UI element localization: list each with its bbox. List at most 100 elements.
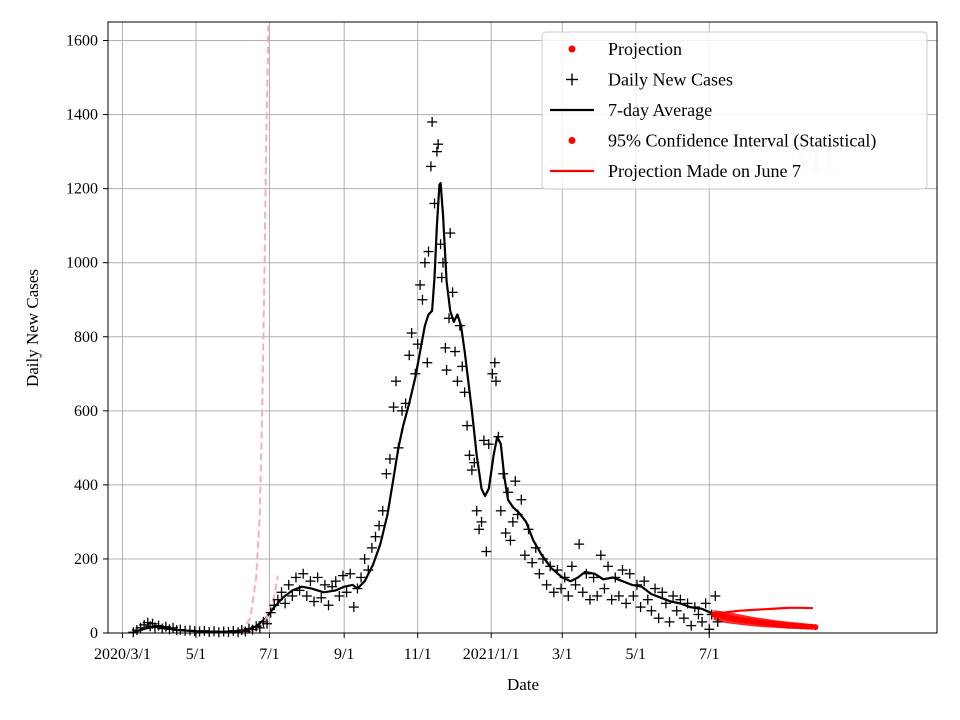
- daily-case-marker: [693, 609, 704, 620]
- daily-case-marker: [316, 592, 327, 603]
- y-tick-label: 800: [74, 329, 98, 346]
- daily-case-marker: [462, 420, 473, 431]
- daily-case-marker: [671, 605, 682, 616]
- daily-case-marker: [595, 550, 606, 561]
- daily-case-marker: [337, 570, 348, 581]
- daily-case-marker: [301, 590, 312, 601]
- daily-case-marker: [510, 476, 521, 487]
- daily-case-marker: [599, 583, 610, 594]
- daily-case-marker: [635, 602, 646, 613]
- daily-case-marker: [617, 565, 628, 576]
- y-tick-label: 1400: [66, 107, 98, 124]
- daily-case-marker: [660, 598, 671, 609]
- y-tick-label: 1000: [66, 255, 98, 272]
- daily-case-marker: [348, 602, 359, 613]
- series-line-ci_lower: [246, 575, 279, 634]
- daily-case-marker: [427, 116, 438, 127]
- daily-case-marker: [265, 607, 276, 618]
- daily-case-marker: [269, 600, 280, 611]
- daily-case-marker: [552, 565, 563, 576]
- daily-case-marker: [440, 342, 451, 353]
- daily-case-marker: [675, 594, 686, 605]
- x-tick-label: 5/1: [626, 646, 646, 663]
- daily-case-marker: [356, 572, 367, 583]
- daily-case-marker: [390, 376, 401, 387]
- daily-case-marker: [443, 313, 454, 324]
- x-tick-label: 3/1: [552, 646, 572, 663]
- legend-marker-dot: [568, 137, 576, 144]
- y-tick-label: 1200: [66, 181, 98, 198]
- daily-case-marker: [370, 531, 381, 542]
- daily-case-marker: [483, 439, 494, 450]
- daily-case-marker: [541, 579, 552, 590]
- daily-case-marker: [435, 239, 446, 250]
- daily-case-marker: [563, 590, 574, 601]
- legend-marker-dot: [568, 45, 576, 53]
- daily-case-marker: [431, 146, 442, 157]
- daily-case-marker: [577, 587, 588, 598]
- legend-label: Daily New Cases: [608, 70, 733, 90]
- daily-case-marker: [548, 587, 559, 598]
- daily-case-marker: [631, 579, 642, 590]
- daily-case-marker: [537, 553, 548, 564]
- daily-case-marker: [404, 350, 415, 361]
- daily-case-marker: [489, 357, 500, 368]
- legend-label: Projection: [608, 39, 682, 59]
- daily-case-marker: [686, 620, 697, 631]
- daily-case-marker: [204, 626, 215, 637]
- daily-case-marker: [223, 626, 234, 637]
- daily-case-marker: [415, 279, 426, 290]
- daily-case-marker: [447, 287, 458, 298]
- daily-case-marker: [503, 487, 514, 498]
- daily-case-marker: [603, 561, 614, 572]
- daily-case-marker: [450, 346, 461, 357]
- y-tick-label: 0: [90, 625, 98, 642]
- daily-case-marker: [287, 590, 298, 601]
- daily-case-marker: [490, 376, 501, 387]
- plot-frame: [107, 21, 938, 634]
- legend-label: Projection Made on June 7: [608, 161, 801, 181]
- daily-case-marker: [298, 568, 309, 579]
- daily-case-marker: [570, 579, 581, 590]
- series-line-ci_upper: [239, 25, 270, 634]
- axis-ticks: 0 200 400 600 800 1000 1200 1400 1600 2020/3/1 5/1…: [66, 33, 719, 663]
- daily-case-marker: [334, 590, 345, 601]
- daily-case-marker: [312, 572, 323, 583]
- daily-case-marker: [556, 583, 567, 594]
- daily-case-marker: [610, 572, 621, 583]
- daily-case-marker: [469, 457, 480, 468]
- daily-case-marker: [454, 320, 465, 331]
- grid: [108, 22, 937, 634]
- projection-dots: [711, 611, 819, 631]
- daily-case-marker: [624, 568, 635, 579]
- daily-case-marker: [588, 572, 599, 583]
- y-tick-label: 1600: [66, 33, 98, 50]
- projection-dot: [812, 624, 819, 631]
- daily-case-marker: [272, 594, 283, 605]
- daily-case-marker: [493, 431, 504, 442]
- daily-case-marker: [650, 583, 661, 594]
- daily-case-marker: [519, 550, 530, 561]
- daily-case-marker: [184, 625, 195, 636]
- daily-case-marker: [639, 576, 650, 587]
- daily-case-marker: [262, 618, 273, 629]
- daily-case-marker: [436, 272, 447, 283]
- daily-case-marker: [495, 505, 506, 516]
- daily-case-marker: [199, 625, 210, 636]
- x-tick-label: 5/1: [186, 646, 206, 663]
- daily-case-marker: [423, 246, 434, 257]
- daily-case-marker: [464, 450, 475, 461]
- daily-case-marker: [507, 516, 518, 527]
- daily-case-marker: [323, 600, 334, 611]
- x-tick-label: 2020/3/1: [94, 646, 151, 663]
- y-tick-label: 600: [74, 403, 98, 420]
- daily-case-marker: [393, 442, 404, 453]
- daily-case-marker: [377, 505, 388, 516]
- daily-case-marker: [523, 524, 534, 535]
- daily-case-marker: [481, 546, 492, 557]
- daily-case-marker: [425, 161, 436, 172]
- daily-case-marker: [345, 568, 356, 579]
- series-lines: [132, 25, 813, 634]
